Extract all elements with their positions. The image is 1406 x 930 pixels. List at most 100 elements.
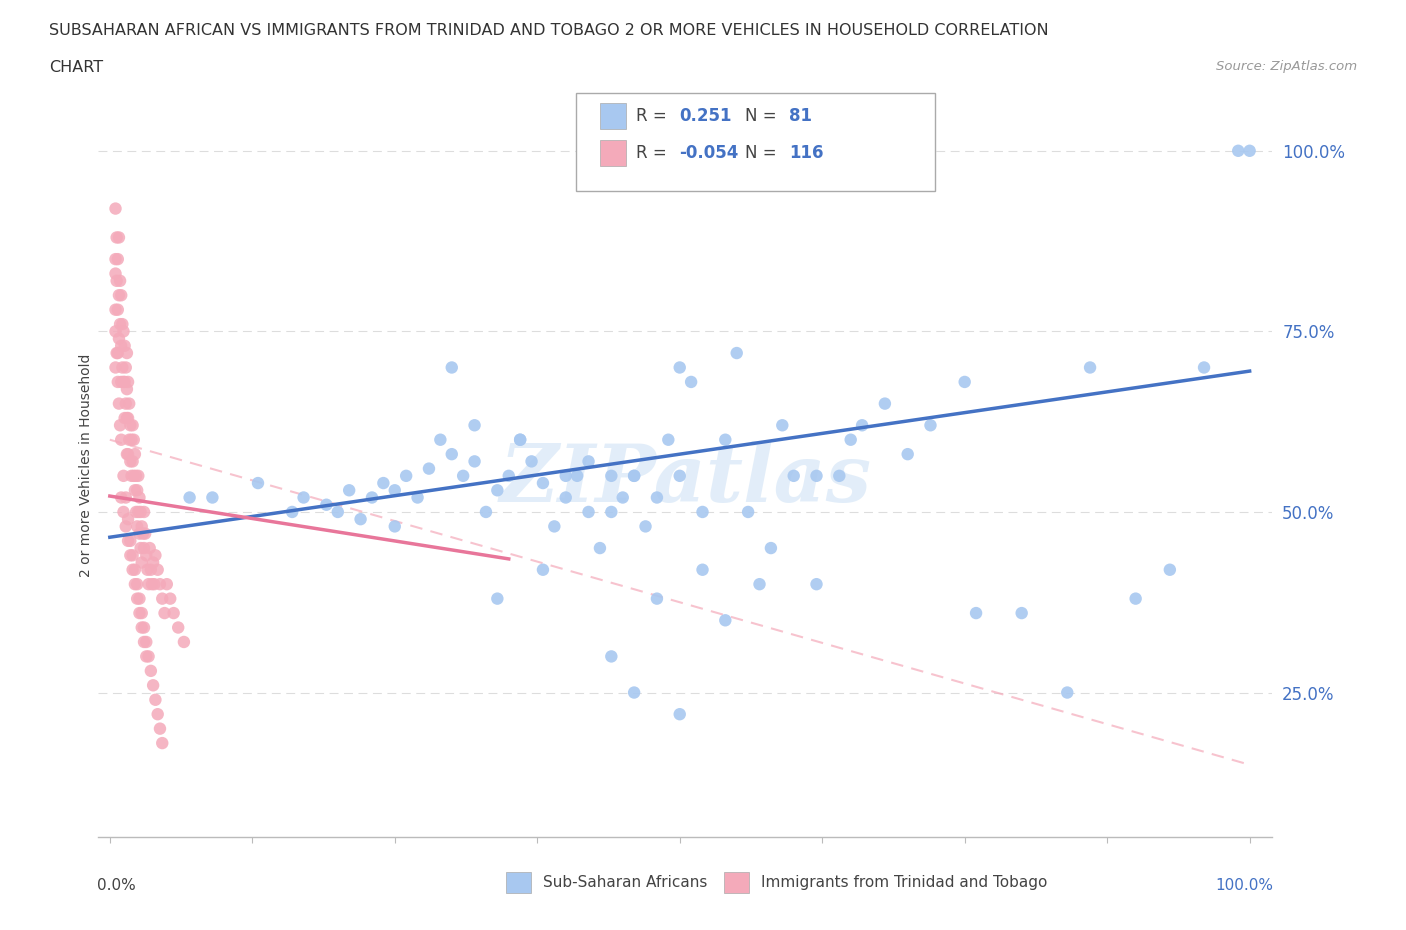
Point — [1192, 360, 1215, 375]
Point — [315, 498, 337, 512]
Point — [139, 663, 162, 678]
Point — [748, 577, 770, 591]
Point — [531, 475, 554, 490]
Point — [589, 540, 612, 555]
Point — [117, 411, 139, 426]
Point — [783, 469, 806, 484]
Point — [131, 519, 153, 534]
Point — [953, 375, 976, 390]
Point — [600, 649, 623, 664]
Point — [138, 577, 160, 591]
Point — [384, 519, 406, 534]
Point — [110, 432, 132, 447]
Point — [692, 504, 714, 519]
Point — [112, 469, 135, 484]
Point — [131, 555, 153, 570]
Point — [128, 526, 150, 541]
Point — [634, 519, 657, 534]
Point — [668, 360, 690, 375]
Point — [578, 454, 600, 469]
Point — [135, 634, 157, 649]
Point — [117, 446, 139, 461]
Point — [828, 469, 851, 484]
Point — [429, 432, 451, 447]
Point — [129, 540, 152, 555]
Point — [107, 302, 129, 317]
Point — [668, 707, 690, 722]
Point — [131, 605, 153, 620]
Point — [486, 483, 509, 498]
Point — [486, 591, 509, 606]
Text: 0.0%: 0.0% — [97, 878, 136, 893]
Point — [114, 490, 136, 505]
Point — [114, 411, 136, 426]
Point — [104, 252, 127, 267]
Point — [117, 534, 139, 549]
Point — [120, 534, 142, 549]
Point — [418, 461, 440, 476]
Point — [129, 504, 152, 519]
Point — [668, 469, 690, 484]
Point — [121, 563, 143, 578]
Point — [578, 504, 600, 519]
Point — [770, 418, 793, 432]
Point — [132, 504, 155, 519]
Point — [132, 540, 155, 555]
Point — [104, 266, 127, 281]
Point — [873, 396, 896, 411]
Point — [127, 591, 149, 606]
Point — [108, 396, 131, 411]
Point — [138, 649, 160, 664]
Point — [107, 252, 129, 267]
Point — [122, 469, 145, 484]
Point — [149, 721, 172, 736]
Point — [145, 692, 167, 707]
Text: -0.054: -0.054 — [679, 144, 738, 163]
Point — [108, 418, 131, 432]
Point — [125, 469, 148, 484]
Point — [114, 360, 136, 375]
Point — [110, 375, 132, 390]
Point — [108, 230, 131, 245]
Point — [440, 360, 463, 375]
Point — [121, 469, 143, 484]
Point — [1239, 143, 1261, 158]
Point — [120, 454, 142, 469]
Point — [737, 504, 759, 519]
Point — [104, 360, 127, 375]
Point — [108, 317, 131, 332]
Point — [127, 519, 149, 534]
Point — [565, 469, 588, 484]
Point — [104, 302, 127, 317]
Point — [125, 504, 148, 519]
Point — [623, 685, 645, 700]
Point — [108, 331, 131, 346]
Point — [128, 490, 150, 505]
Point — [509, 432, 531, 447]
Point — [759, 540, 782, 555]
Point — [201, 490, 224, 505]
Text: Source: ZipAtlas.com: Source: ZipAtlas.com — [1216, 60, 1357, 73]
Text: N =: N = — [745, 107, 782, 126]
Point — [135, 649, 157, 664]
Point — [395, 469, 418, 484]
Y-axis label: 2 or more Vehicles in Household: 2 or more Vehicles in Household — [79, 353, 93, 577]
Point — [105, 230, 128, 245]
Point — [108, 273, 131, 288]
Point — [136, 563, 159, 578]
Point — [114, 396, 136, 411]
Point — [1056, 685, 1078, 700]
Text: 0.251: 0.251 — [679, 107, 731, 126]
Point — [173, 634, 195, 649]
Point — [127, 577, 149, 591]
Point — [167, 620, 190, 635]
Point — [112, 504, 135, 519]
Point — [114, 375, 136, 390]
Point — [464, 418, 486, 432]
Point — [104, 201, 127, 216]
Text: R =: R = — [636, 144, 672, 163]
Text: Immigrants from Trinidad and Tobago: Immigrants from Trinidad and Tobago — [761, 875, 1047, 890]
Point — [118, 396, 141, 411]
Point — [281, 504, 304, 519]
Point — [725, 346, 748, 361]
